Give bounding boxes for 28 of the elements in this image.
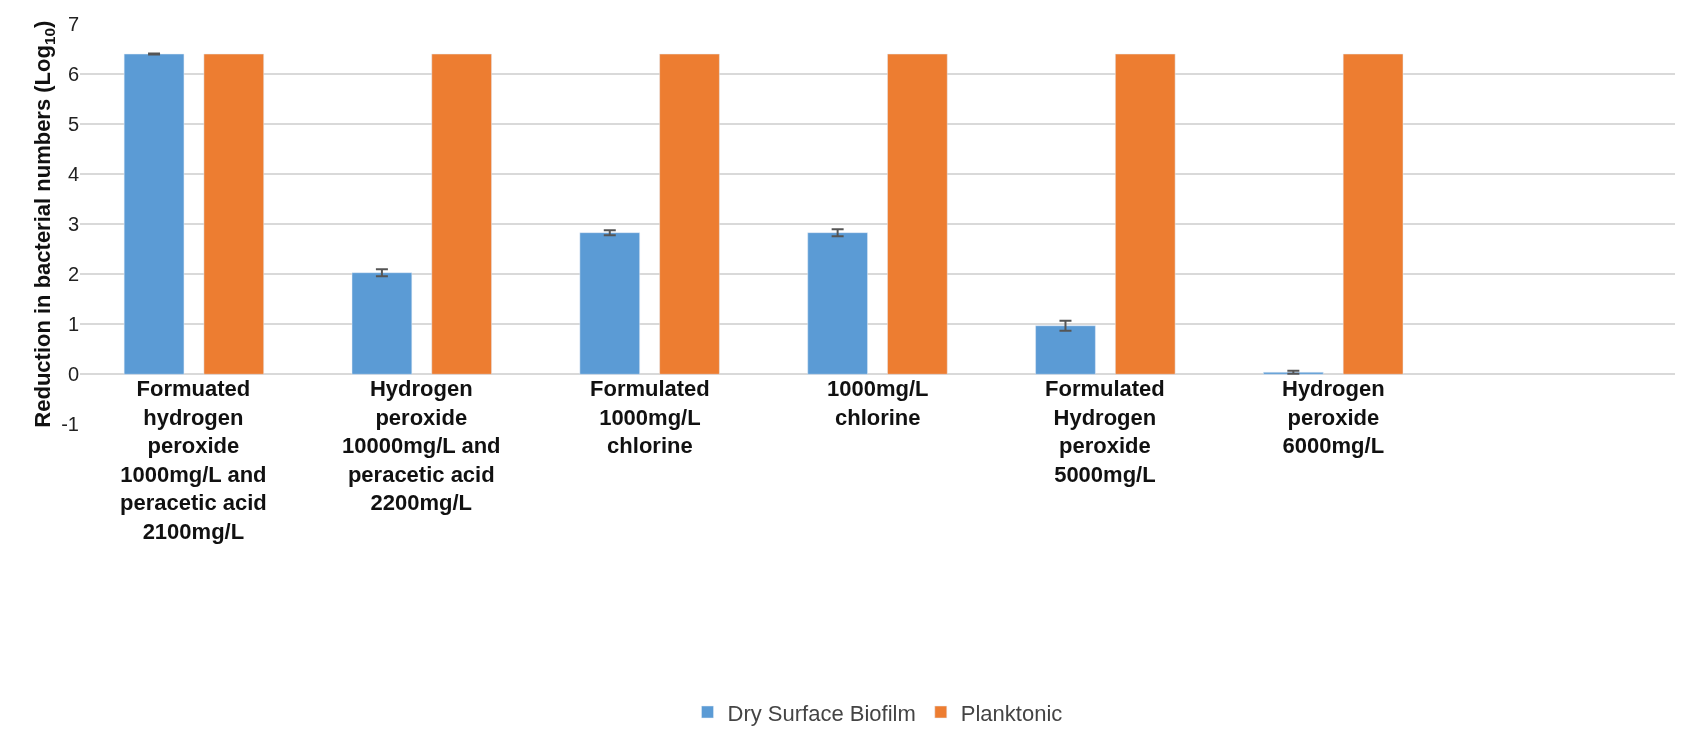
bar: [807, 232, 868, 375]
y-tick-label: 4: [67, 163, 79, 186]
bar: [1115, 53, 1176, 375]
bar: [1035, 325, 1096, 375]
y-tick-label: 6: [67, 63, 79, 86]
bar: [887, 53, 948, 375]
y-tick-label: -1: [61, 413, 79, 436]
legend-label: Planktonic: [960, 700, 1063, 726]
x-tick-label: Formulated Hydrogen peroxide 5000mg/L: [1045, 376, 1165, 487]
y-tick-label: 0: [67, 363, 79, 386]
bar: [579, 232, 640, 375]
x-tick-label: 1000mg/L chlorine: [827, 376, 929, 430]
bar: [431, 53, 492, 375]
y-tick-label: 7: [67, 13, 79, 35]
bar: [659, 53, 720, 375]
x-tick-label: Hydrogen peroxide 6000mg/L: [1282, 376, 1385, 459]
bar: [123, 53, 185, 375]
x-tick-label: Hydrogen peroxide 10000mg/L and peracetic acid 2200mg/L: [342, 376, 501, 516]
x-tick-label: Formuated hydrogen peroxide 1000mg/L and peracetic acid 2100mg/L: [120, 376, 267, 544]
bar: [1342, 53, 1404, 375]
legend-label: Dry Surface Biofilm: [727, 700, 916, 726]
y-tick-label: 5: [67, 113, 79, 136]
bar: [351, 272, 413, 375]
y-tick-label: 1: [67, 313, 79, 336]
bar: [203, 53, 264, 375]
y-tick-label: 3: [67, 213, 79, 236]
x-tick-label: Formulated 1000mg/L chlorine: [590, 376, 710, 459]
y-tick-label: 2: [67, 263, 79, 286]
